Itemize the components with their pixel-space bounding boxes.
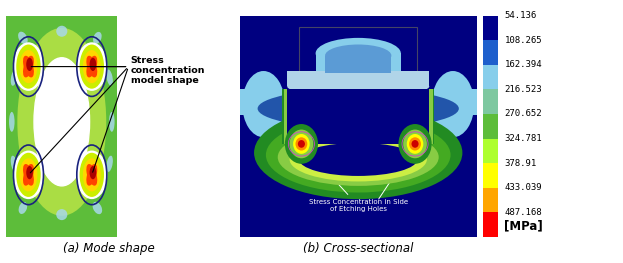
Ellipse shape xyxy=(18,32,27,44)
FancyBboxPatch shape xyxy=(299,27,417,82)
FancyBboxPatch shape xyxy=(6,16,117,237)
FancyBboxPatch shape xyxy=(287,89,429,144)
Ellipse shape xyxy=(432,71,474,137)
Ellipse shape xyxy=(13,150,44,199)
Ellipse shape xyxy=(409,137,421,150)
FancyBboxPatch shape xyxy=(283,89,291,144)
FancyBboxPatch shape xyxy=(325,55,391,73)
Ellipse shape xyxy=(266,117,450,193)
Ellipse shape xyxy=(287,77,429,97)
Ellipse shape xyxy=(83,158,101,191)
Ellipse shape xyxy=(76,150,107,199)
FancyBboxPatch shape xyxy=(483,114,498,139)
Text: 378.91: 378.91 xyxy=(505,159,537,168)
Text: 433.039: 433.039 xyxy=(505,183,542,192)
Ellipse shape xyxy=(293,134,310,154)
Ellipse shape xyxy=(242,71,285,137)
Ellipse shape xyxy=(90,166,96,179)
Ellipse shape xyxy=(87,164,97,186)
Ellipse shape xyxy=(290,137,427,181)
FancyBboxPatch shape xyxy=(424,89,434,144)
FancyBboxPatch shape xyxy=(483,40,498,65)
Ellipse shape xyxy=(56,26,67,37)
Ellipse shape xyxy=(298,140,305,148)
Ellipse shape xyxy=(290,130,313,158)
Text: 54.136: 54.136 xyxy=(505,11,537,20)
Ellipse shape xyxy=(56,209,67,220)
Ellipse shape xyxy=(80,153,104,197)
Ellipse shape xyxy=(83,50,101,83)
Text: Stress
concentration
model shape: Stress concentration model shape xyxy=(131,55,205,85)
Ellipse shape xyxy=(17,28,107,216)
Ellipse shape xyxy=(93,32,102,44)
Ellipse shape xyxy=(93,202,102,214)
Ellipse shape xyxy=(285,124,318,164)
Ellipse shape xyxy=(26,166,33,179)
Text: 487.168: 487.168 xyxy=(505,208,542,217)
Text: 324.781: 324.781 xyxy=(505,134,542,143)
Text: 216.523: 216.523 xyxy=(505,85,542,94)
Ellipse shape xyxy=(299,143,417,176)
Ellipse shape xyxy=(76,42,107,91)
Text: Stress Concentration in Side
of Etching Holes: Stress Concentration in Side of Etching … xyxy=(303,146,408,212)
Ellipse shape xyxy=(107,156,113,172)
Ellipse shape xyxy=(23,56,34,77)
FancyBboxPatch shape xyxy=(282,89,292,144)
Ellipse shape xyxy=(109,112,115,132)
Ellipse shape xyxy=(107,69,113,86)
Ellipse shape xyxy=(399,124,432,164)
FancyBboxPatch shape xyxy=(316,53,401,75)
FancyBboxPatch shape xyxy=(287,71,429,87)
Ellipse shape xyxy=(11,69,17,86)
Ellipse shape xyxy=(403,130,427,158)
Ellipse shape xyxy=(80,44,104,89)
Ellipse shape xyxy=(23,164,34,186)
Ellipse shape xyxy=(295,137,307,150)
Ellipse shape xyxy=(316,38,401,69)
Ellipse shape xyxy=(87,164,97,186)
Ellipse shape xyxy=(407,134,424,154)
Ellipse shape xyxy=(411,140,419,148)
Ellipse shape xyxy=(19,50,37,83)
FancyBboxPatch shape xyxy=(240,89,282,115)
Ellipse shape xyxy=(34,58,90,186)
Text: 270.652: 270.652 xyxy=(505,109,542,118)
Ellipse shape xyxy=(9,112,14,132)
Ellipse shape xyxy=(16,153,40,197)
FancyBboxPatch shape xyxy=(483,139,498,163)
FancyBboxPatch shape xyxy=(434,89,477,115)
FancyBboxPatch shape xyxy=(426,89,433,144)
Text: (a) Mode shape: (a) Mode shape xyxy=(63,242,155,255)
Ellipse shape xyxy=(87,56,97,77)
Ellipse shape xyxy=(90,58,96,71)
FancyBboxPatch shape xyxy=(483,65,498,89)
FancyBboxPatch shape xyxy=(483,163,498,188)
Ellipse shape xyxy=(13,42,44,91)
Ellipse shape xyxy=(87,56,97,77)
FancyBboxPatch shape xyxy=(483,212,498,237)
Ellipse shape xyxy=(19,158,37,191)
FancyBboxPatch shape xyxy=(483,16,498,40)
Ellipse shape xyxy=(19,202,27,214)
FancyBboxPatch shape xyxy=(240,16,477,237)
Ellipse shape xyxy=(26,58,33,71)
FancyBboxPatch shape xyxy=(483,188,498,212)
Text: (b) Cross-sectional: (b) Cross-sectional xyxy=(303,242,414,255)
Ellipse shape xyxy=(325,44,391,67)
FancyBboxPatch shape xyxy=(483,89,498,114)
Text: 162.394: 162.394 xyxy=(505,60,542,69)
Ellipse shape xyxy=(23,56,34,77)
Ellipse shape xyxy=(16,44,40,89)
Text: [MPa]: [MPa] xyxy=(505,219,543,232)
Ellipse shape xyxy=(11,156,17,172)
Ellipse shape xyxy=(23,164,34,186)
Ellipse shape xyxy=(258,89,459,128)
Ellipse shape xyxy=(278,128,439,186)
Text: 108.265: 108.265 xyxy=(505,36,542,45)
Ellipse shape xyxy=(254,106,462,199)
